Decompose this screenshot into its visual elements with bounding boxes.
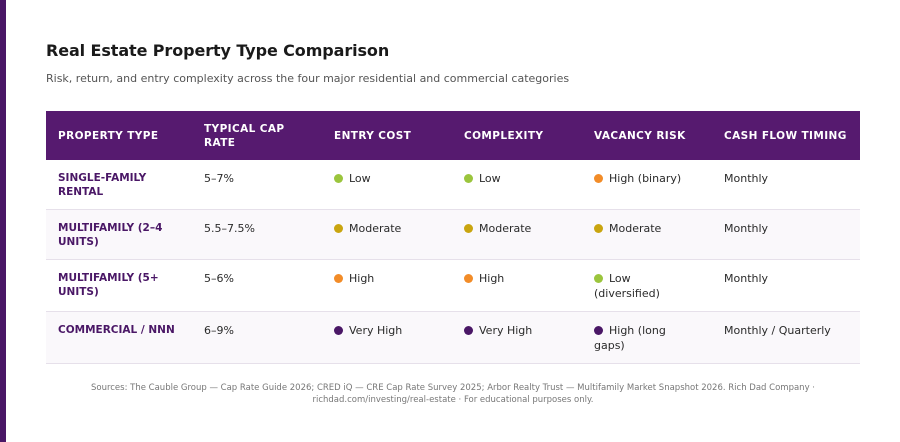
property-type-cell: MULTIFAMILY (5+ UNITS) [46,259,192,312]
rating-dot-icon [594,326,603,335]
entry-cost-label: Moderate [349,222,402,235]
entry-cost-label: Very High [349,324,403,337]
rating-dot-icon [464,224,473,233]
table-row: MULTIFAMILY (2–4 UNITS) 5.5–7.5% Moderate M… [46,209,860,260]
rating-dot-icon [464,326,473,335]
sources-footer: Sources: The Cauble Group — Cap Rate Gui… [90,383,816,405]
rating-dot-icon [334,174,343,183]
table-row: MULTIFAMILY (5+ UNITS) 5–6% High High Low (d… [46,259,860,312]
comparison-table: PROPERTY TYPE TYPICAL CAP RATE ENTRY COS… [46,111,860,364]
property-type-cell: MULTIFAMILY (2–4 UNITS) [46,209,192,260]
entry-cost-label: High [349,272,375,285]
rating-dot-icon [334,274,343,283]
header-property-type: PROPERTY TYPE [58,130,159,142]
table-header-row: PROPERTY TYPE TYPICAL CAP RATE ENTRY COS… [46,111,860,160]
header-complexity: COMPLEXITY [464,130,544,142]
vacancy-risk-cell: Moderate [582,209,712,260]
vacancy-risk-label: High (long gaps) [594,324,666,352]
complexity-cell: Moderate [452,209,582,260]
entry-cost-cell: Low [322,160,452,210]
cap-rate-cell: 5–7% [192,160,322,210]
vacancy-risk-label: Moderate [609,222,662,235]
cap-rate-cell: 5.5–7.5% [192,209,322,260]
rating-dot-icon [594,174,603,183]
rating-dot-icon [594,274,603,283]
vacancy-risk-label: High (binary) [609,172,682,185]
cash-flow-timing-cell: Monthly / Quarterly [712,311,860,364]
entry-cost-label: Low [349,172,371,185]
header-cap-rate: TYPICAL CAP RATE [204,123,285,149]
complexity-label: Moderate [479,222,532,235]
cap-rate-cell: 5–6% [192,259,322,312]
cash-flow-timing-cell: Monthly [712,209,860,260]
header-cash-flow-timing: CASH FLOW TIMING [724,130,847,142]
complexity-cell: Low [452,160,582,210]
entry-cost-cell: High [322,259,452,312]
property-type-cell: COMMERCIAL / NNN [46,311,192,364]
rating-dot-icon [334,224,343,233]
complexity-cell: Very High [452,311,582,364]
rating-dot-icon [594,224,603,233]
complexity-label: High [479,272,505,285]
vacancy-risk-cell: High (long gaps) [582,311,712,364]
rating-dot-icon [334,326,343,335]
content: Real Estate Property Type Comparison Ris… [46,41,860,406]
accent-bar [0,0,6,442]
cash-flow-timing-cell: Monthly [712,160,860,210]
property-type-cell: SINGLE-FAMILY RENTAL [46,160,192,210]
header-vacancy-risk: VACANCY RISK [594,130,686,142]
entry-cost-cell: Moderate [322,209,452,260]
complexity-label: Very High [479,324,533,337]
cap-rate-cell: 6–9% [192,311,322,364]
page-title: Real Estate Property Type Comparison [46,41,390,60]
vacancy-risk-cell: High (binary) [582,160,712,210]
complexity-cell: High [452,259,582,312]
rating-dot-icon [464,174,473,183]
header-entry-cost: ENTRY COST [334,130,412,142]
vacancy-risk-cell: Low (diversified) [582,259,712,312]
complexity-label: Low [479,172,501,185]
vacancy-risk-label: Low (diversified) [594,272,660,300]
rating-dot-icon [464,274,473,283]
cash-flow-timing-cell: Monthly [712,259,860,312]
table-row: SINGLE-FAMILY RENTAL 5–7% Low Low High (bina… [46,160,860,210]
table-row: COMMERCIAL / NNN 6–9% Very High Very High Hi… [46,311,860,364]
entry-cost-cell: Very High [322,311,452,364]
page-subtitle: Risk, return, and entry complexity acros… [46,72,570,85]
